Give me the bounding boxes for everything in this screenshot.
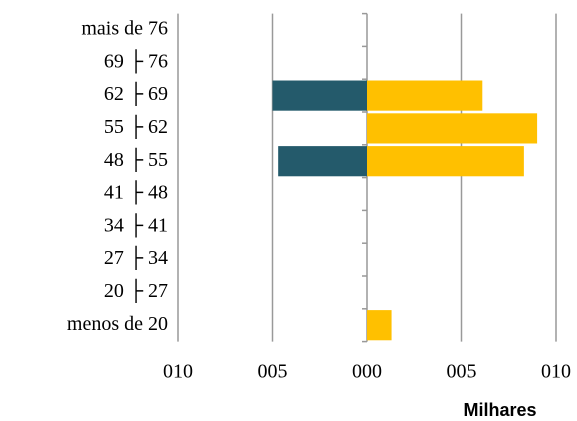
bar [272,80,367,111]
bar [278,146,367,177]
x-tick-label: 000 [352,361,382,383]
x-axis-label: Milhares [463,400,536,420]
y-tick-label: 55 ├ 62 [104,114,168,140]
y-tick-label: 27 ├ 34 [104,245,168,271]
y-tick-label: menos de 20 [67,313,168,335]
y-tick-label: 20 ├ 27 [104,278,168,304]
bar [367,80,483,111]
y-tick-label: 69 ├ 76 [104,48,168,74]
bar [367,113,538,144]
y-tick-label: 34 ├ 41 [104,212,168,238]
x-tick-label: 010 [163,361,193,383]
y-tick-label: 48 ├ 55 [104,147,168,173]
x-tick-label: 010 [541,361,571,383]
y-tick-label: 41 ├ 48 [104,180,168,206]
y-tick-label: mais de 76 [81,18,168,40]
x-tick-label: 005 [258,361,288,383]
bar [367,146,524,177]
y-tick-label: 62 ├ 69 [104,81,168,107]
bar [367,310,392,341]
x-tick-label: 005 [447,361,477,383]
